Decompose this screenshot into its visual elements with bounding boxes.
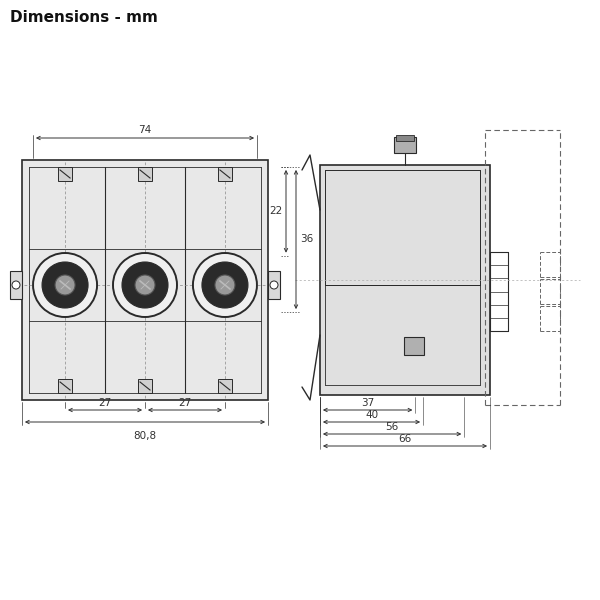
Text: 56: 56 (385, 422, 399, 432)
Bar (58, 379, 72, 393)
Circle shape (193, 253, 257, 317)
Bar (218, 167, 232, 181)
Circle shape (55, 275, 75, 295)
Bar (218, 379, 232, 393)
Text: 27: 27 (178, 398, 191, 408)
Bar (404, 337, 424, 355)
Text: 22: 22 (270, 206, 283, 217)
Circle shape (135, 275, 155, 295)
Circle shape (33, 253, 97, 317)
Circle shape (270, 281, 278, 289)
Text: 66: 66 (398, 434, 412, 444)
Text: 36: 36 (300, 235, 313, 245)
Text: 80,8: 80,8 (133, 431, 157, 441)
Text: 74: 74 (139, 125, 152, 135)
Text: 40: 40 (365, 410, 378, 420)
Circle shape (122, 262, 168, 308)
Circle shape (12, 281, 20, 289)
Bar (22, 160, 268, 400)
Text: Dimensions - mm: Dimensions - mm (10, 10, 158, 25)
Circle shape (42, 262, 88, 308)
Bar (138, 167, 152, 181)
Bar (394, 137, 416, 153)
Text: 37: 37 (361, 398, 374, 408)
Text: 27: 27 (98, 398, 112, 408)
Circle shape (113, 253, 177, 317)
Circle shape (202, 262, 248, 308)
Bar (320, 165, 490, 395)
Bar (58, 167, 72, 181)
Bar (268, 271, 280, 299)
Bar (10, 271, 22, 299)
Bar (138, 379, 152, 393)
Bar (396, 135, 414, 141)
Circle shape (215, 275, 235, 295)
